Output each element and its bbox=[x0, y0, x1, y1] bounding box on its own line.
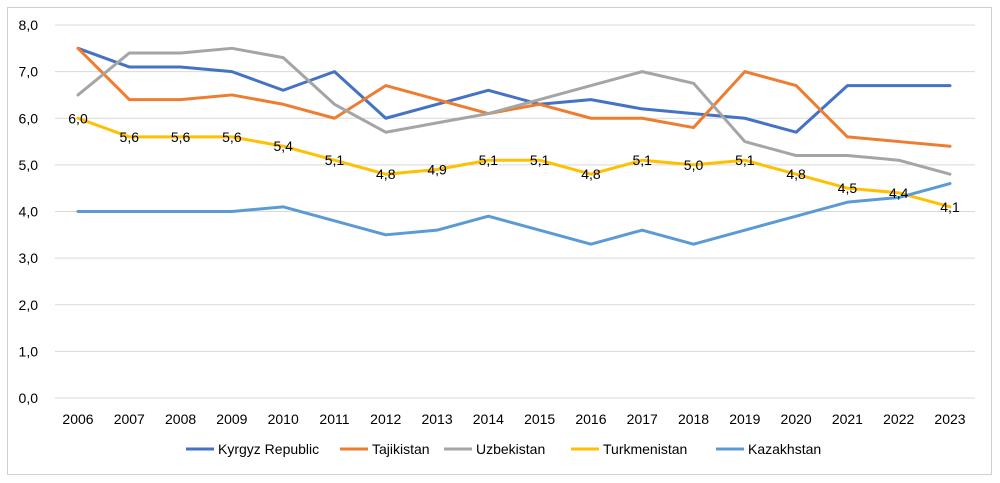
legend-item-kyrgyz-republic: Kyrgyz Republic bbox=[186, 441, 319, 457]
legend-item-turkmenistan: Turkmenistan bbox=[571, 441, 687, 457]
x-tick-label: 2008 bbox=[165, 411, 196, 427]
y-tick-label: 1,0 bbox=[19, 343, 39, 359]
x-tick-label: 2023 bbox=[934, 411, 965, 427]
data-label: 5,6 bbox=[171, 129, 191, 145]
legend-label: Turkmenistan bbox=[603, 441, 687, 457]
chart-frame bbox=[7, 7, 992, 475]
y-tick-label: 3,0 bbox=[19, 250, 39, 266]
x-tick-label: 2018 bbox=[678, 411, 709, 427]
gridlines bbox=[55, 24, 975, 399]
data-label: 5,4 bbox=[273, 138, 293, 154]
x-tick-label: 2016 bbox=[575, 411, 606, 427]
data-label: 5,1 bbox=[633, 152, 653, 168]
y-tick-label: 5,0 bbox=[19, 157, 39, 173]
y-tick-label: 2,0 bbox=[19, 297, 39, 313]
series-line-kazakhstan bbox=[76, 182, 952, 246]
y-tick-label: 4,0 bbox=[19, 204, 39, 220]
data-label: 5,6 bbox=[120, 129, 140, 145]
x-tick-label: 2012 bbox=[370, 411, 401, 427]
y-tick-label: 6,0 bbox=[19, 110, 39, 126]
data-label: 5,1 bbox=[479, 152, 499, 168]
legend-label: Tajikistan bbox=[372, 441, 430, 457]
data-label: 6,0 bbox=[68, 110, 88, 126]
x-tick-label: 2015 bbox=[524, 411, 555, 427]
x-tick-label: 2014 bbox=[473, 411, 504, 427]
x-tick-label: 2020 bbox=[781, 411, 812, 427]
legend-item-tajikistan: Tajikistan bbox=[340, 441, 430, 457]
y-tick-label: 7,0 bbox=[19, 64, 39, 80]
data-label: 4,8 bbox=[581, 166, 601, 182]
data-label: 5,1 bbox=[735, 152, 755, 168]
x-tick-label: 2019 bbox=[729, 411, 760, 427]
legend-label: Kyrgyz Republic bbox=[218, 441, 319, 457]
data-label: 4,4 bbox=[889, 185, 909, 201]
data-label: 5,1 bbox=[530, 152, 550, 168]
x-tick-label: 2009 bbox=[216, 411, 247, 427]
data-label: 4,5 bbox=[838, 180, 858, 196]
data-label: 5,6 bbox=[222, 129, 242, 145]
x-tick-label: 2010 bbox=[268, 411, 299, 427]
series-lines bbox=[76, 46, 952, 246]
legend-label: Kazakhstan bbox=[748, 441, 821, 457]
series-line-turkmenistan bbox=[76, 116, 952, 209]
y-tick-label: 8,0 bbox=[19, 17, 39, 33]
x-axis-tick-labels: 2006 2007 2008 2009 2010 2011 2012 2013 2014 2015… bbox=[62, 411, 965, 427]
data-label: 5,0 bbox=[684, 157, 704, 173]
x-tick-label: 2013 bbox=[421, 411, 452, 427]
legend: Kyrgyz Republic Tajikistan Uzbekistan Turkm… bbox=[186, 441, 821, 457]
data-label: 4,1 bbox=[940, 199, 960, 215]
legend-item-kazakhstan: Kazakhstan bbox=[716, 441, 821, 457]
x-tick-label: 2007 bbox=[114, 411, 145, 427]
y-tick-label: 0,0 bbox=[19, 390, 39, 406]
data-label: 4,9 bbox=[427, 162, 447, 178]
series-line-uzbekistan bbox=[76, 46, 952, 176]
data-label: 4,8 bbox=[786, 166, 806, 182]
data-label: 4,8 bbox=[376, 166, 396, 182]
legend-label: Uzbekistan bbox=[476, 441, 545, 457]
data-label: 5,1 bbox=[325, 152, 345, 168]
y-axis-tick-labels: 0,0 1,0 2,0 3,0 4,0 5,0 6,0 7,0 8,0 bbox=[19, 17, 39, 406]
legend-item-uzbekistan: Uzbekistan bbox=[444, 441, 545, 457]
x-tick-label: 2017 bbox=[627, 411, 658, 427]
data-labels: 6,0 5,6 5,6 5,6 5,4 5,1 4,8 4,9 5,1 5,1 4,8 5,1 5,0 5… bbox=[68, 110, 960, 215]
series-line-tajikistan bbox=[76, 46, 952, 148]
x-tick-label: 2011 bbox=[319, 411, 349, 427]
x-tick-label: 2021 bbox=[832, 411, 863, 427]
x-tick-label: 2022 bbox=[883, 411, 914, 427]
x-tick-label: 2006 bbox=[62, 411, 93, 427]
series-line-kyrgyz-republic bbox=[76, 46, 952, 134]
